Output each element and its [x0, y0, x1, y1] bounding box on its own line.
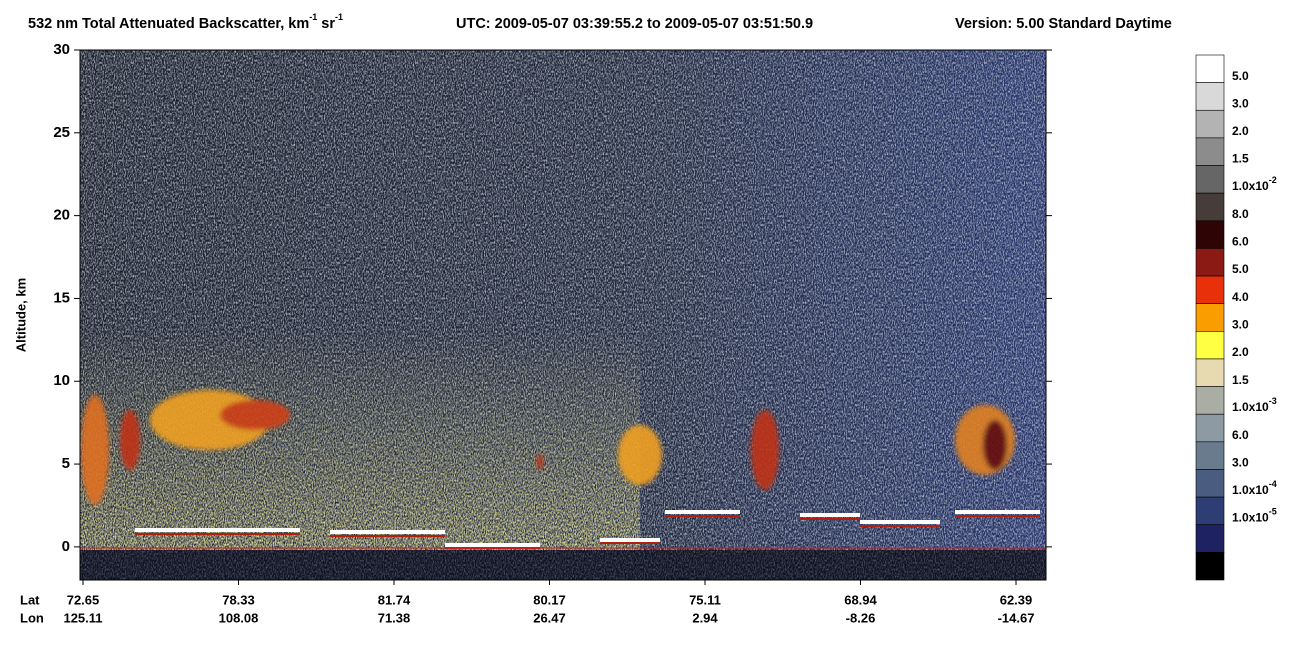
y-tick-label: 10: [53, 372, 70, 389]
colorbar-swatch: [1195, 275, 1225, 304]
colorbar-swatch: [1195, 54, 1225, 83]
colorbar-swatch: [1195, 109, 1225, 139]
x-tick-label: -8.26: [846, 610, 876, 625]
colorbar-label: 5.0: [1232, 262, 1249, 276]
colorbar-label: 8.0: [1232, 207, 1249, 221]
x-tick-label: 71.38: [378, 610, 411, 625]
colorbar-label-base: 1.0x10: [1232, 400, 1269, 414]
colorbar-label: 3.0: [1232, 317, 1249, 331]
colorbar-label: 1.5: [1232, 152, 1249, 166]
colorbar-swatch: [1195, 331, 1225, 360]
colorbar-label: 1.0x10-2: [1232, 176, 1277, 194]
x-row-name: Lat: [20, 592, 40, 607]
x-tick-label: 78.33: [222, 592, 255, 607]
colorbar-swatch: [1195, 524, 1225, 553]
colorbar-swatch: [1195, 386, 1225, 415]
colorbar-label: 1.0x10-4: [1232, 479, 1277, 497]
colorbar-label-base: 1.0x10: [1232, 483, 1269, 497]
x-tick-label: 68.94: [844, 592, 877, 607]
colorbar-label: 2.0: [1232, 124, 1249, 138]
x-tick-label: 62.39: [1000, 592, 1033, 607]
x-tick-label: -14.67: [998, 610, 1035, 625]
colorbar-swatch: [1195, 552, 1225, 581]
colorbar-label-exp: -2: [1269, 176, 1277, 186]
colorbar-label: 2.0: [1232, 345, 1249, 359]
colorbar-label: 6.0: [1232, 235, 1249, 249]
colorbar-swatch: [1195, 358, 1225, 387]
x-tick-label: 2.94: [692, 610, 718, 625]
colorbar-swatch: [1195, 413, 1225, 443]
y-tick-label: 0: [62, 538, 70, 555]
version: Version: 5.00 Standard Daytime: [955, 16, 1172, 32]
y-tick-label: 25: [53, 124, 70, 141]
utc-range: UTC: 2009-05-07 03:39:55.2 to 2009-05-07…: [456, 16, 813, 32]
colorbar-swatch: [1195, 165, 1225, 194]
colorbar-swatch: [1195, 82, 1225, 111]
colorbar-swatch: [1195, 220, 1225, 249]
colorbar-swatch: [1195, 137, 1225, 166]
plot-frame: [79, 49, 1047, 581]
colorbar-swatch: [1195, 441, 1225, 470]
colorbar-label: 1.0x10-3: [1232, 397, 1277, 415]
x-tick-label: 108.08: [219, 610, 259, 625]
x-tick-label: 81.74: [378, 592, 411, 607]
x-row-name: Lon: [20, 610, 44, 625]
backscatter-image: [80, 50, 1046, 580]
x-tick-label: 80.17: [533, 592, 566, 607]
x-tick-label: 125.11: [63, 610, 102, 625]
colorbar-label-base: 1.0x10: [1232, 511, 1269, 525]
colorbar-label-exp: -4: [1269, 479, 1277, 489]
colorbar-label: 6.0: [1232, 428, 1249, 442]
chart-title: 532 nm Total Attenuated Backscatter, km-…: [28, 12, 343, 31]
y-tick-label: 5: [62, 455, 70, 472]
colorbar-label-base: 1.0x10: [1232, 179, 1269, 193]
colorbar-label-exp: -3: [1269, 397, 1277, 407]
y-tick-label: 30: [53, 41, 70, 58]
colorbar-label-exp: -5: [1269, 507, 1277, 517]
colorbar-label: 3.0: [1232, 96, 1249, 110]
colorbar-swatch: [1195, 192, 1225, 222]
x-tick-label: 72.65: [67, 592, 100, 607]
colorbar-label: 5.0: [1232, 69, 1249, 83]
colorbar-label: 1.0x10-5: [1232, 507, 1277, 525]
colorbar-swatch: [1195, 469, 1225, 498]
x-tick-label: 75.11: [689, 592, 721, 607]
colorbar-swatch: [1195, 303, 1225, 332]
colorbar-label: 4.0: [1232, 290, 1249, 304]
x-tick-label: 26.47: [533, 610, 566, 625]
y-tick-label: 20: [53, 207, 70, 224]
colorbar-label: 1.5: [1232, 373, 1249, 387]
colorbar-swatch: [1195, 248, 1225, 277]
colorbar-swatch: [1195, 496, 1225, 526]
colorbar-label: 3.0: [1232, 456, 1249, 470]
y-tick-label: 15: [53, 289, 70, 306]
y-axis-label: Altitude, km: [13, 278, 28, 352]
